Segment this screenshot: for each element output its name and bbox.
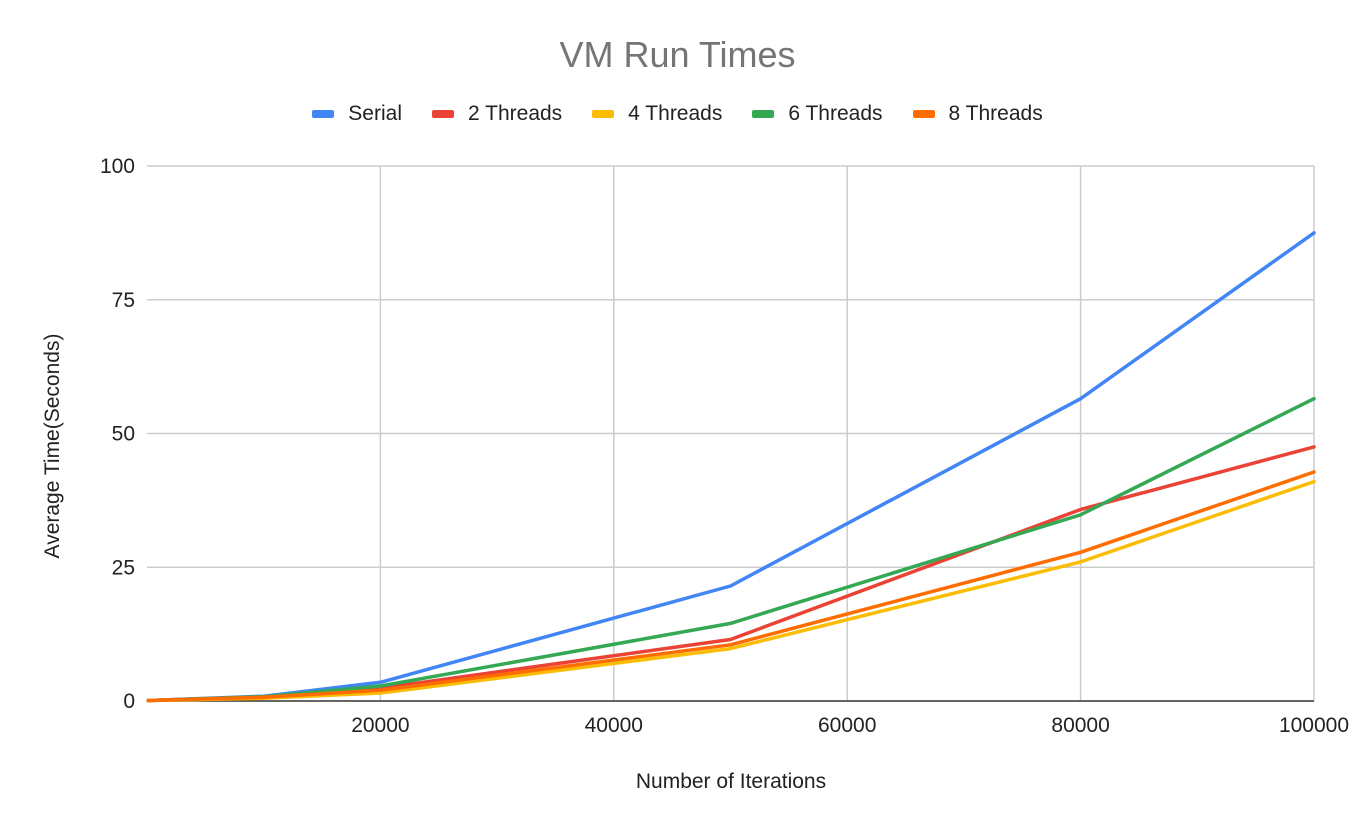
x-axis-title: Number of Iterations [636,770,826,793]
series-line-2 [146,479,1316,703]
legend-label-3: 6 Threads [788,102,883,125]
series-line-4 [146,470,1316,703]
legend-item-0: Serial [312,102,402,126]
y-axis-title: Average Time(Seconds) [41,334,64,559]
legend-swatch-1 [432,110,454,118]
data-point-4-5 [1312,470,1316,474]
data-point-1-5 [1312,445,1316,449]
legend-swatch-0 [312,110,335,118]
data-point-2-2 [378,691,382,695]
data-point-3-2 [378,684,382,688]
x-tick-label-3: 80000 [1051,714,1109,737]
series-2 [146,479,1316,703]
legend-swatch-4 [912,110,935,118]
legend-label-4: 8 Threads [948,102,1043,125]
data-point-2-5 [1312,480,1316,484]
data-point-0-2 [378,680,382,684]
data-point-4-1 [262,695,266,699]
data-point-3-4 [1079,513,1083,517]
data-point-4-0 [146,698,150,703]
legend-item-1: 2 Threads [432,102,562,126]
y-tick-label-1: 25 [112,556,135,579]
legend: Serial 2 Threads 4 Threads 6 Threads 8 Threa… [0,102,1355,126]
series-4 [146,470,1316,703]
data-point-4-2 [378,688,382,692]
legend-swatch-2 [592,110,615,118]
data-point-0-4 [1079,397,1083,401]
tick-labels: 0 25 50 75 100 20000 40000 60000 80000 100000 [100,155,1349,737]
data-point-1-3 [728,637,733,642]
x-tick-label-4: 100000 [1279,714,1349,737]
y-tick-label-3: 75 [112,289,135,312]
x-tick-label-0: 20000 [351,714,409,737]
legend-swatch-3 [752,110,775,118]
x-tick-label-2: 60000 [818,714,876,737]
data-point-4-4 [1079,550,1083,554]
chart-title: VM Run Times [559,34,796,75]
legend-label-2: 4 Threads [628,102,723,125]
data-point-0-3 [728,584,733,588]
data-point-4-3 [728,643,733,647]
y-tick-label-0: 0 [123,690,135,713]
legend-label-1: 2 Threads [468,102,563,125]
x-tick-label-1: 40000 [585,714,643,737]
series-3 [146,396,1316,703]
data-point-2-4 [1079,560,1083,564]
data-point-1-4 [1079,507,1083,512]
y-tick-label-4: 100 [100,155,135,178]
grid [147,165,1315,701]
series-line-0 [146,231,1316,703]
series-0 [146,231,1316,703]
data-point-2-3 [728,646,733,651]
series-lines [146,231,1316,703]
data-point-3-3 [728,621,733,626]
legend-item-4: 8 Threads [912,102,1043,126]
data-point-0-5 [1312,231,1316,235]
legend-item-2: 4 Threads [592,102,722,126]
y-tick-label-2: 50 [112,423,135,446]
legend-label-0: Serial [348,102,402,125]
legend-item-3: 6 Threads [752,102,883,126]
data-point-3-5 [1312,397,1316,401]
series-line-3 [146,396,1316,703]
